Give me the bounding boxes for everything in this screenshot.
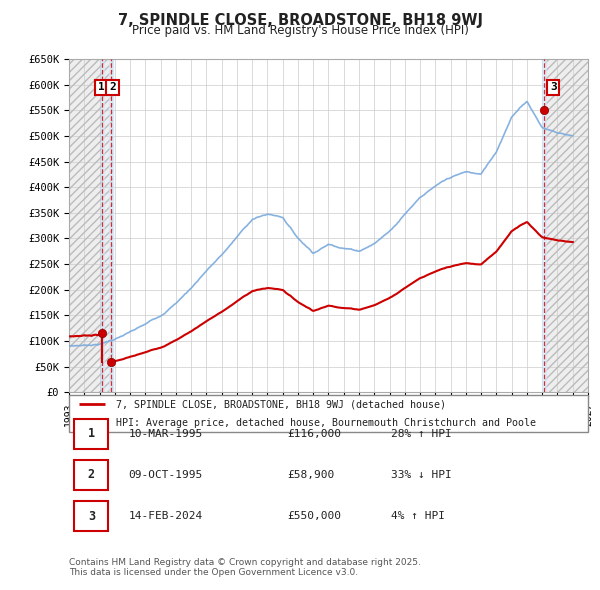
Text: Price paid vs. HM Land Registry's House Price Index (HPI): Price paid vs. HM Land Registry's House … — [131, 24, 469, 37]
Bar — [69, 59, 113, 392]
Text: 1: 1 — [98, 83, 104, 92]
Text: 3: 3 — [550, 83, 557, 92]
Text: HPI: Average price, detached house, Bournemouth Christchurch and Poole: HPI: Average price, detached house, Bour… — [116, 418, 536, 428]
FancyBboxPatch shape — [74, 502, 108, 531]
Text: 28% ↑ HPI: 28% ↑ HPI — [391, 429, 452, 438]
Text: 10-MAR-1995: 10-MAR-1995 — [128, 429, 203, 438]
FancyBboxPatch shape — [74, 419, 108, 448]
Bar — [109, 59, 113, 392]
Bar — [542, 59, 546, 392]
Text: 33% ↓ HPI: 33% ↓ HPI — [391, 470, 452, 480]
Bar — [545, 59, 588, 392]
Text: 2: 2 — [88, 468, 95, 481]
Text: 7, SPINDLE CLOSE, BROADSTONE, BH18 9WJ (detached house): 7, SPINDLE CLOSE, BROADSTONE, BH18 9WJ (… — [116, 399, 446, 409]
FancyBboxPatch shape — [74, 460, 108, 490]
Bar — [545, 59, 588, 392]
Bar — [69, 59, 113, 392]
Text: £550,000: £550,000 — [287, 512, 341, 521]
Text: £116,000: £116,000 — [287, 429, 341, 438]
Text: 2: 2 — [109, 83, 116, 92]
Text: 14-FEB-2024: 14-FEB-2024 — [128, 512, 203, 521]
Bar — [101, 59, 104, 392]
Text: 09-OCT-1995: 09-OCT-1995 — [128, 470, 203, 480]
Text: 4% ↑ HPI: 4% ↑ HPI — [391, 512, 445, 521]
Text: 3: 3 — [88, 510, 95, 523]
Text: Contains HM Land Registry data © Crown copyright and database right 2025.
This d: Contains HM Land Registry data © Crown c… — [69, 558, 421, 577]
Text: 7, SPINDLE CLOSE, BROADSTONE, BH18 9WJ: 7, SPINDLE CLOSE, BROADSTONE, BH18 9WJ — [118, 13, 482, 28]
FancyBboxPatch shape — [69, 395, 588, 432]
Text: £58,900: £58,900 — [287, 470, 334, 480]
Text: 1: 1 — [88, 427, 95, 440]
